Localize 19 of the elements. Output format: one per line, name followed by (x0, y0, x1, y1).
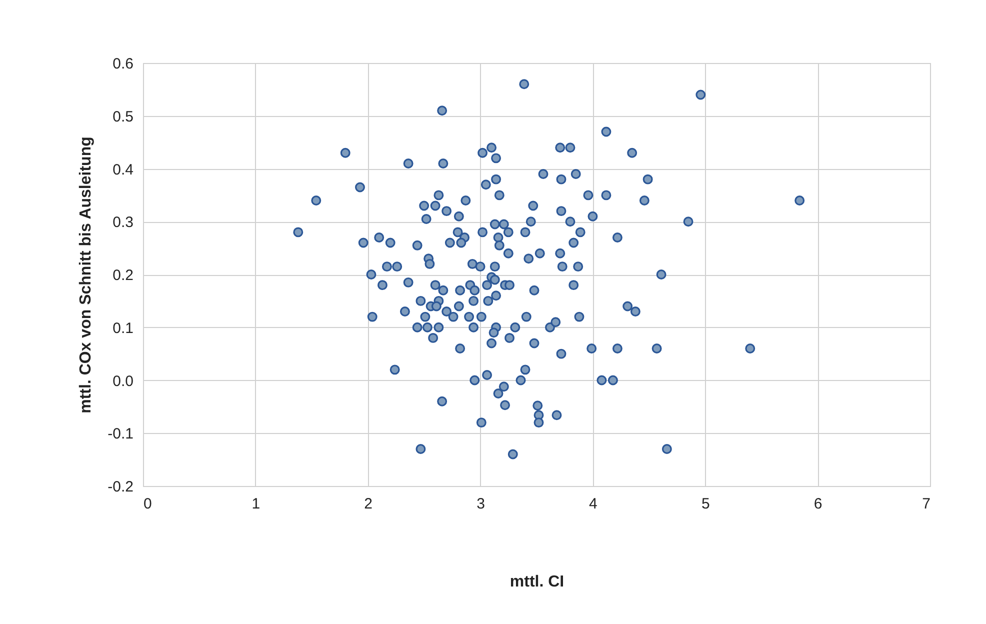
x-tick-label: 2 (364, 496, 373, 512)
x-tick-label: 6 (814, 496, 822, 512)
y-tick-label: 0.4 (112, 161, 134, 178)
x-tick-label: 4 (589, 496, 598, 512)
x-tick-label: 0 (144, 496, 152, 512)
x-tick-label: 5 (701, 496, 710, 512)
x-tick-label: 3 (476, 496, 485, 512)
x-axis-title: mttl. CI (510, 574, 564, 590)
y-tick-label: -0.1 (108, 426, 134, 443)
y-tick-label: 0.6 (112, 56, 134, 72)
y-tick-label: 0.1 (112, 320, 134, 337)
y-axis-title: mttl. COx von Schnitt bis Ausleitung (78, 136, 95, 414)
y-tick-label: 0.2 (112, 267, 134, 284)
y-tick-label: 0.5 (112, 108, 134, 126)
x-tick-label: 1 (252, 496, 260, 512)
y-tick-label: 0.3 (112, 214, 134, 232)
y-tick-label: -0.2 (108, 478, 134, 496)
y-tick-label: 0.0 (112, 372, 134, 390)
x-tick-label: 7 (922, 496, 930, 512)
